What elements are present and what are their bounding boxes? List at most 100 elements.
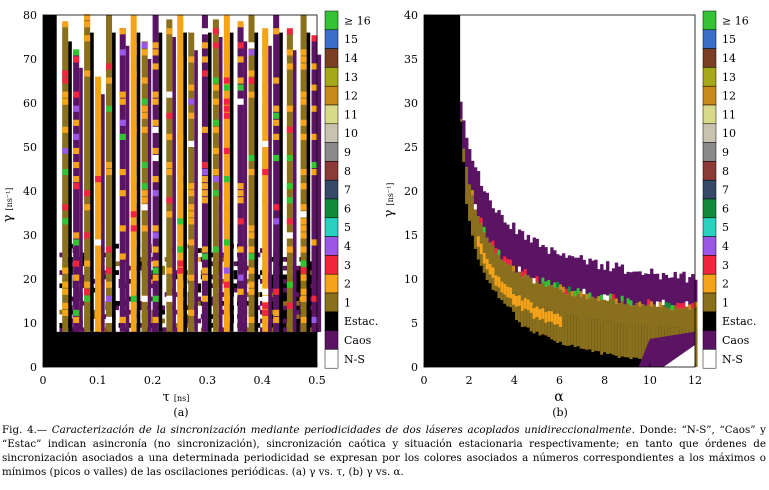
heat-cell [119,316,126,323]
heat-cell [262,154,269,162]
sync-cell [644,324,648,360]
legend-swatch [324,255,339,275]
caos-cell [547,253,551,286]
x-tick-label: 8 [601,374,608,387]
caos-cell [567,255,572,292]
estac-cell [547,307,551,367]
heat-cell [237,42,244,49]
legend-swatch [702,67,717,87]
stripe [112,32,116,332]
heat-cell [95,176,102,183]
caos-cell [647,274,651,305]
y-tick-label: 80 [23,9,37,22]
sync-cell [623,323,627,358]
legend-label: 13 [722,71,736,84]
caos-cell [476,171,481,217]
heat-cell [84,70,91,77]
heat-cell [92,309,96,315]
heat-cell [95,225,102,232]
legend-label: N-S [344,353,365,366]
heat-cell [300,169,307,176]
heat-cell [248,267,255,274]
x-axis-label: τ [ns] [163,390,190,405]
estac-cell [526,299,531,367]
heat-cell [248,281,255,288]
heat-cell [152,267,159,274]
sync-cell [553,287,557,312]
heat-cell [59,327,64,333]
heat-cell [597,296,601,302]
sync-cell [529,277,534,304]
sync-cell [497,254,501,281]
stripe [166,19,173,332]
sync-cell [652,304,657,326]
heat-cell [62,147,69,155]
heat-cell [141,183,148,190]
caos-cell [564,257,569,295]
heat-cell [84,281,91,288]
caos-cell [591,260,595,297]
legend-label: 14 [344,52,358,65]
heat-cell [273,288,280,295]
sync-cell [459,119,463,122]
heat-cell [237,84,244,91]
sync-cell [473,209,478,233]
x-tick-label: 0 [421,374,428,387]
panel-a: 0 0.1 0.2 0.3 0.4 0.5 0 10 20 30 40 50 60 70 80 τ [ns] γ… [1,9,378,405]
heat-cell [119,119,126,126]
heat-cell [283,265,287,271]
sync-cell [465,188,469,205]
heat-cell [529,302,534,313]
heat-cell [237,21,244,28]
heat-cell [177,133,184,140]
sync-cell [597,301,601,320]
heat-cell [520,271,525,277]
caos-cell [638,271,642,307]
heat-cell [130,126,137,133]
heat-cell [260,270,264,275]
caos-cell [512,222,516,272]
heat-cell [523,298,528,309]
legend-label: 9 [722,146,729,159]
legend-swatch [324,330,339,350]
x-tick-label: 4 [511,374,518,387]
heat-cell [161,270,165,275]
heat-cell [188,204,195,211]
legend-label: 4 [722,240,729,253]
heat-cell [262,140,269,147]
heat-cell [73,232,80,239]
caos-cell [529,242,534,278]
sync-cell [591,320,595,353]
heat-cell [309,283,313,289]
heat-cell [223,105,230,112]
x-tick-label: 2 [466,374,473,387]
legend-label: 3 [344,259,351,272]
caos-cell [667,277,672,309]
heat-cell [188,183,195,190]
heat-cell [73,260,80,267]
heat-cell [547,279,551,286]
caos-cell [685,282,689,307]
sync-cell [567,291,572,316]
caos-cell [517,229,522,272]
heat-cell [152,49,159,56]
heat-cell [223,98,230,105]
caos-cell [503,222,507,262]
heat-cell [62,302,69,309]
heat-cell [223,239,230,246]
legend-swatch [324,161,339,181]
heat-cell [309,261,313,267]
heat-cell [262,112,269,119]
heat-cell [300,49,307,56]
heat-cell [544,312,548,323]
heat-cell [262,295,269,302]
legend-label: 1 [344,296,351,309]
heat-cell [262,302,269,309]
heat-cell [106,161,113,169]
sync-cell [647,304,651,325]
y-tick-label: 10 [23,317,37,330]
y-tick-label: 0 [30,361,37,374]
legend-swatch [702,10,717,31]
heat-cell [188,190,195,197]
x-tick-label: 0.5 [308,374,326,387]
